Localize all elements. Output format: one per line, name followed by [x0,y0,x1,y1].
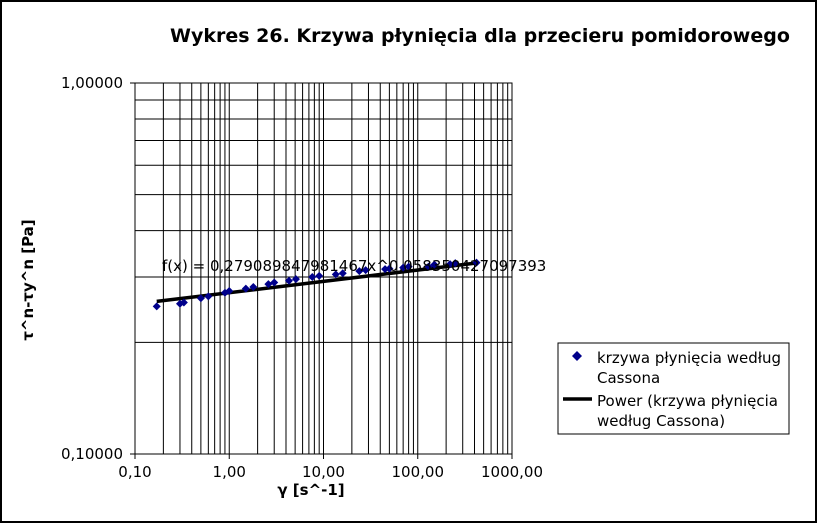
data-point [249,282,258,291]
data-point [308,272,317,281]
y-tick-label: 1,00000 [61,74,123,92]
x-tick-label: 10,00 [302,463,345,481]
data-point [430,260,439,269]
data-point [338,269,347,278]
data-point [204,292,213,301]
x-tick-label: 100,00 [392,463,445,481]
data-series [152,258,481,311]
data-point [355,267,364,276]
data-point [152,302,161,311]
data-point [404,262,413,271]
chart-title: Wykres 26. Krzywa płynięcia dla przecier… [170,25,790,47]
legend: krzywa płynięcia według Cassona Power (k… [557,342,790,435]
trendline-equation: f(x) = 0,279089847981467x^0,058350427097… [162,257,546,275]
data-point [472,258,481,267]
data-point [451,259,460,268]
data-point [291,275,300,284]
data-point [241,284,250,293]
data-point [446,260,455,269]
y-axis-label: τ^n-τy^n [Pa] [19,219,37,340]
x-axis-label: γ [s^-1] [277,481,344,499]
legend-box [557,342,790,435]
x-tick-label: 0,10 [118,463,151,481]
data-point [196,294,205,303]
data-point [284,276,293,285]
data-point [270,278,279,287]
data-point [361,266,370,275]
y-tick-label: 0,10000 [61,445,123,463]
data-point [331,270,340,279]
data-point [225,287,234,296]
grid [135,83,512,454]
x-axis-ticks: 0,10 1,00 10,00 100,00 1000,00 [118,454,543,481]
data-point [179,298,188,307]
legend-marker-diamond [572,351,582,361]
x-tick-label: 1,00 [213,463,246,481]
legend-entry-2: Power (krzywa płynięcia według Cassona) [597,392,783,430]
data-point [315,271,324,280]
data-point [399,263,408,272]
data-point [264,280,273,289]
x-tick-label: 1000,00 [481,463,543,481]
data-point [385,264,394,273]
legend-entry-1: krzywa płynięcia według Cassona [597,349,786,387]
y-axis-ticks: 0,10000 1,00000 [61,74,135,463]
